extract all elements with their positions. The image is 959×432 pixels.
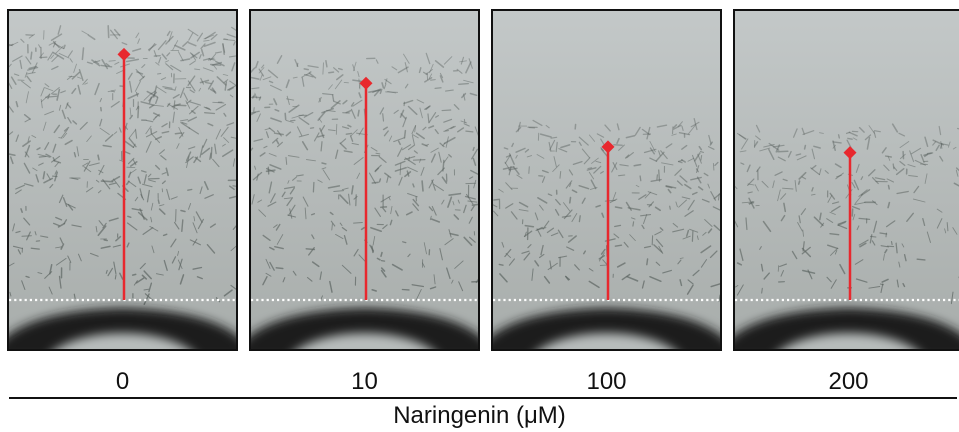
micrograph-image <box>251 11 478 349</box>
scratch-edge <box>251 308 478 349</box>
dose-label-10: 10 <box>351 368 378 395</box>
cell-texture <box>9 25 236 305</box>
migration-front-marker <box>359 76 373 90</box>
migration-front-marker <box>117 47 131 61</box>
micrograph-panel-100 <box>491 9 722 351</box>
micrograph-image <box>9 11 236 349</box>
scratch-center <box>540 333 673 349</box>
dose-label-200: 200 <box>828 368 869 395</box>
micrograph-background <box>9 11 236 349</box>
dose-label-0: 0 <box>115 368 130 395</box>
cell-texture <box>493 117 720 302</box>
cell-texture <box>251 52 478 301</box>
scratch-edge <box>735 308 959 349</box>
micrograph-background <box>735 11 959 349</box>
micrograph-image <box>493 11 720 349</box>
micrograph-background <box>251 11 478 349</box>
axis-title: Naringenin (μM) <box>393 402 566 429</box>
scratch-center <box>56 333 189 349</box>
scratch-center <box>298 333 431 349</box>
dose-label-100: 100 <box>586 368 627 395</box>
micrograph-image <box>735 11 959 349</box>
micrograph-background <box>493 11 720 349</box>
scratch-edge <box>493 308 720 349</box>
migration-front-marker <box>601 140 615 154</box>
scratch-center <box>782 333 915 349</box>
micrograph-panel-0 <box>7 9 238 351</box>
scratch-edge <box>9 308 236 349</box>
migration-front-marker <box>843 146 857 160</box>
axis-line <box>9 397 957 399</box>
cell-texture <box>735 123 959 305</box>
micrograph-panel-200 <box>733 9 959 351</box>
micrograph-panel-10 <box>249 9 480 351</box>
